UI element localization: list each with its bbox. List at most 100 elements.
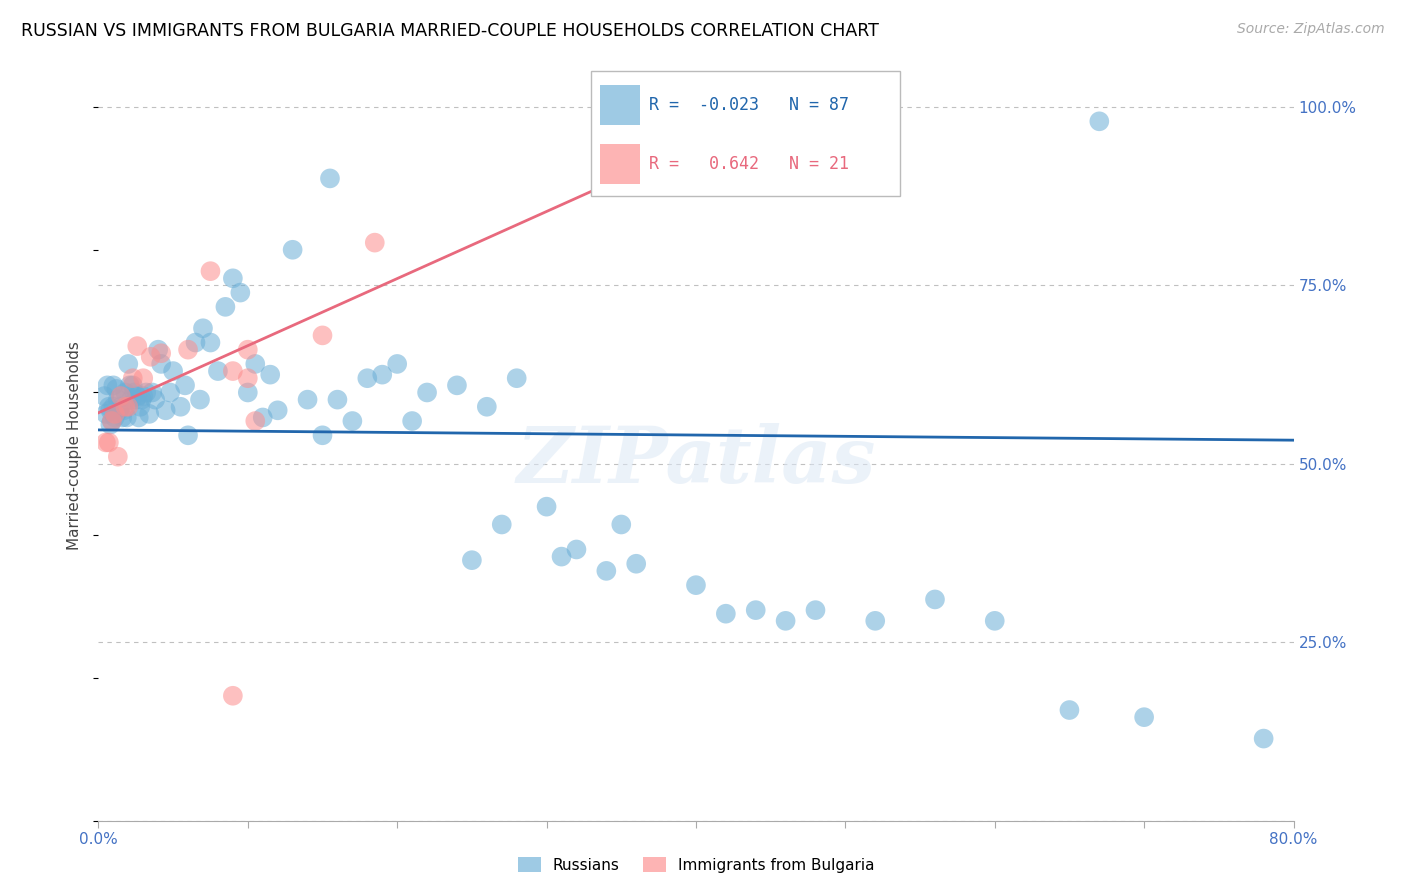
Point bbox=[177, 343, 200, 357]
Point bbox=[342, 414, 364, 428]
Text: R =  -0.023   N = 87: R = -0.023 N = 87 bbox=[650, 96, 849, 114]
Text: RUSSIAN VS IMMIGRANTS FROM BULGARIA MARRIED-COUPLE HOUSEHOLDS CORRELATION CHART: RUSSIAN VS IMMIGRANTS FROM BULGARIA MARR… bbox=[21, 22, 879, 40]
Point bbox=[101, 414, 124, 428]
Point bbox=[626, 557, 648, 571]
Text: Source: ZipAtlas.com: Source: ZipAtlas.com bbox=[1237, 22, 1385, 37]
Point bbox=[129, 400, 152, 414]
Point bbox=[101, 414, 124, 428]
Point bbox=[112, 403, 135, 417]
Point bbox=[222, 689, 245, 703]
Point bbox=[214, 300, 236, 314]
Point bbox=[356, 371, 378, 385]
Point bbox=[103, 378, 125, 392]
Point bbox=[115, 410, 138, 425]
Point bbox=[200, 264, 222, 278]
Point bbox=[184, 335, 207, 350]
Point bbox=[311, 428, 333, 442]
Point bbox=[97, 435, 120, 450]
Point bbox=[191, 321, 214, 335]
Point bbox=[111, 410, 134, 425]
Point bbox=[259, 368, 281, 382]
Point bbox=[139, 350, 162, 364]
Point bbox=[595, 564, 617, 578]
Point bbox=[252, 410, 274, 425]
Point bbox=[267, 403, 290, 417]
Point bbox=[132, 371, 155, 385]
Point bbox=[159, 385, 181, 400]
Point bbox=[117, 357, 139, 371]
Point bbox=[236, 343, 259, 357]
Point bbox=[104, 407, 127, 421]
Point bbox=[132, 389, 155, 403]
Point bbox=[98, 403, 122, 417]
Point bbox=[401, 414, 423, 428]
Point bbox=[714, 607, 737, 621]
Point bbox=[446, 378, 468, 392]
Point bbox=[610, 517, 633, 532]
Point bbox=[984, 614, 1007, 628]
Point bbox=[148, 343, 170, 357]
Point bbox=[94, 407, 117, 421]
Point bbox=[135, 385, 157, 400]
Point bbox=[1133, 710, 1156, 724]
FancyBboxPatch shape bbox=[600, 144, 640, 184]
Point bbox=[506, 371, 529, 385]
Point bbox=[108, 403, 131, 417]
Point bbox=[319, 171, 342, 186]
Point bbox=[141, 385, 163, 400]
Point bbox=[155, 403, 177, 417]
Point bbox=[138, 407, 160, 421]
Point bbox=[121, 378, 143, 392]
Point bbox=[124, 385, 146, 400]
Point bbox=[118, 378, 141, 392]
Point bbox=[385, 357, 409, 371]
Point bbox=[120, 392, 142, 407]
FancyBboxPatch shape bbox=[600, 85, 640, 125]
Point bbox=[364, 235, 387, 250]
Point bbox=[416, 385, 439, 400]
Point bbox=[117, 400, 139, 414]
Point bbox=[550, 549, 572, 564]
Point bbox=[536, 500, 558, 514]
Point bbox=[1253, 731, 1275, 746]
Point bbox=[229, 285, 252, 300]
Point bbox=[326, 392, 349, 407]
Point bbox=[150, 357, 173, 371]
Point bbox=[127, 389, 149, 403]
Point bbox=[371, 368, 394, 382]
Point bbox=[93, 389, 115, 403]
Point bbox=[804, 603, 827, 617]
Point bbox=[128, 410, 150, 425]
Point bbox=[188, 392, 211, 407]
Point bbox=[1088, 114, 1111, 128]
Point bbox=[143, 392, 166, 407]
Point bbox=[685, 578, 707, 592]
Point bbox=[311, 328, 333, 343]
Point bbox=[924, 592, 946, 607]
Point bbox=[174, 378, 197, 392]
Point bbox=[236, 385, 259, 400]
Point bbox=[1059, 703, 1081, 717]
Point bbox=[107, 392, 129, 407]
Point bbox=[281, 243, 304, 257]
Text: ZIPatlas: ZIPatlas bbox=[516, 423, 876, 500]
Point bbox=[245, 357, 267, 371]
Point bbox=[94, 435, 117, 450]
Point bbox=[865, 614, 887, 628]
Point bbox=[162, 364, 184, 378]
Point bbox=[110, 400, 132, 414]
Point bbox=[475, 400, 498, 414]
Point bbox=[96, 378, 118, 392]
Point bbox=[97, 400, 120, 414]
FancyBboxPatch shape bbox=[591, 71, 900, 196]
Point bbox=[114, 400, 136, 414]
Point bbox=[177, 428, 200, 442]
Text: R =   0.642   N = 21: R = 0.642 N = 21 bbox=[650, 155, 849, 173]
Point bbox=[200, 335, 222, 350]
Point bbox=[125, 392, 148, 407]
Point bbox=[105, 382, 128, 396]
Legend: Russians, Immigrants from Bulgaria: Russians, Immigrants from Bulgaria bbox=[510, 849, 882, 880]
Point bbox=[245, 414, 267, 428]
Point bbox=[236, 371, 259, 385]
Point bbox=[775, 614, 797, 628]
